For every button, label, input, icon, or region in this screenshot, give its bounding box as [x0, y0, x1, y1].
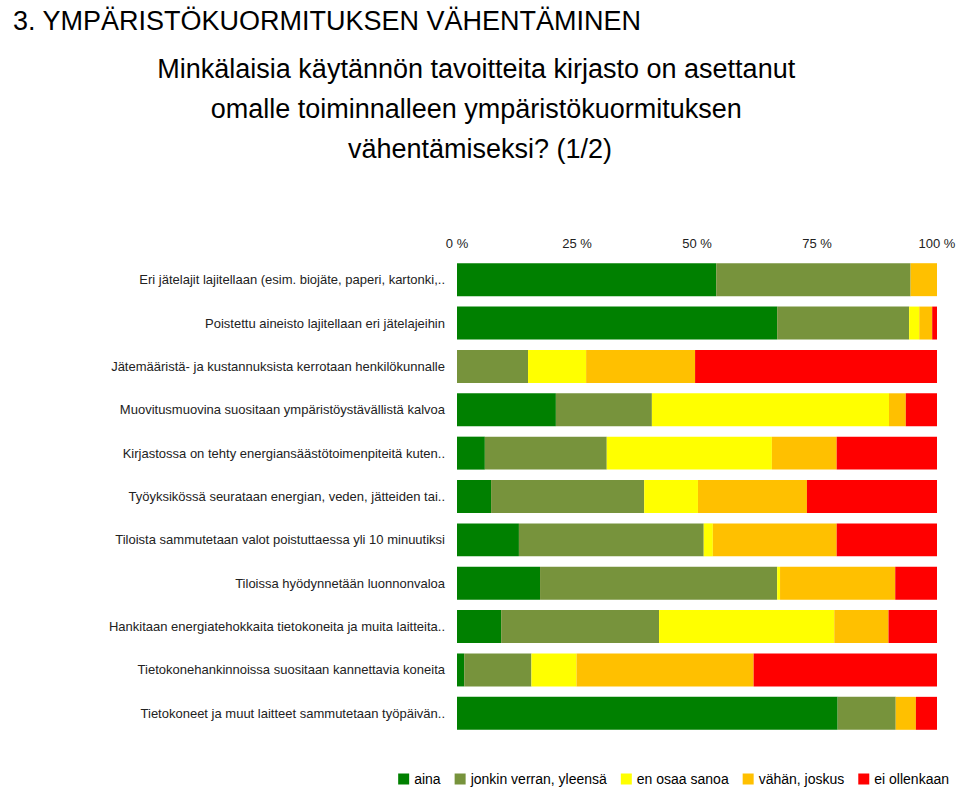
svg-text:25 %: 25 %: [562, 236, 592, 251]
svg-text:Kirjastossa on tehty energians: Kirjastossa on tehty energiansäästötoime…: [123, 446, 445, 461]
svg-text:Työyksikössä seurataan energia: Työyksikössä seurataan energian, veden, …: [128, 489, 445, 504]
svg-text:50 %: 50 %: [682, 236, 712, 251]
svg-text:75 %: 75 %: [802, 236, 832, 251]
svg-text:omalle toiminnalleen ympäristö: omalle toiminnalleen ympäristökuormituks…: [211, 94, 750, 124]
svg-text:jonkin verran, yleensä: jonkin verran, yleensä: [470, 771, 607, 787]
svg-text:ei ollenkaan: ei ollenkaan: [874, 771, 949, 787]
svg-text:vähentämiseksi? (1/2): vähentämiseksi? (1/2): [348, 134, 612, 164]
svg-text:0 %: 0 %: [446, 236, 469, 251]
svg-text:Hankitaan energiatehokkaita ti: Hankitaan energiatehokkaita tietokoneita…: [109, 619, 445, 634]
svg-text:3. YMPÄRISTÖKUORMITUKSEN VÄHEN: 3. YMPÄRISTÖKUORMITUKSEN VÄHENTÄMINEN: [13, 6, 641, 36]
svg-text:en osaa sanoa: en osaa sanoa: [637, 771, 729, 787]
svg-text:Tiloista sammutetaan valot poi: Tiloista sammutetaan valot poistuttaessa…: [115, 532, 445, 547]
svg-text:Muovitusmuovina suositaan ympä: Muovitusmuovina suositaan ympäristöystäv…: [120, 402, 446, 417]
svg-text:Poistettu aineisto lajitellaan: Poistettu aineisto lajitellaan eri jätel…: [205, 316, 445, 331]
svg-text:Eri jätelajit lajitellaan (esi: Eri jätelajit lajitellaan (esim. biojäte…: [139, 272, 445, 287]
svg-text:Tietokoneet ja muut laitteet s: Tietokoneet ja muut laitteet sammutetaan…: [141, 706, 445, 721]
svg-text:aina: aina: [414, 771, 441, 787]
svg-text:Minkälaisia käytännön tavoitte: Minkälaisia käytännön tavoitteita kirjas…: [157, 54, 802, 84]
svg-text:Jätemääristä- ja kustannuksist: Jätemääristä- ja kustannuksista kerrotaa…: [111, 359, 445, 374]
svg-text:100 %: 100 %: [919, 236, 956, 251]
svg-text:Tiloissa hyödynnetään luonnonv: Tiloissa hyödynnetään luonnonvaloa: [235, 576, 446, 591]
svg-text:Tietokonehankinnoissa suositaa: Tietokonehankinnoissa suositaan kannetta…: [138, 662, 446, 677]
svg-text:vähän, joskus: vähän, joskus: [759, 771, 845, 787]
